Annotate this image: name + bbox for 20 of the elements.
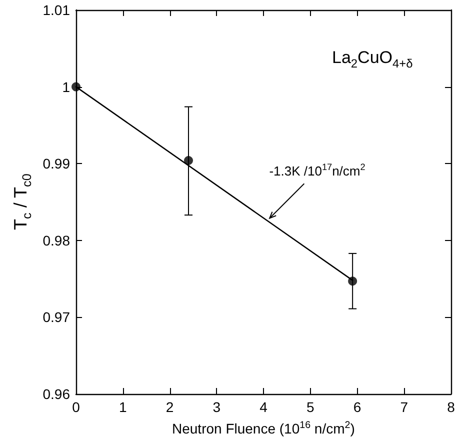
- y-tick-label: 0.97: [42, 309, 70, 326]
- x-tick-label: 2: [166, 399, 174, 415]
- y-tick-label: 1.01: [42, 2, 70, 18]
- point: [184, 156, 193, 166]
- y-tick-label: 0.98: [42, 232, 70, 248]
- x-tick-label: 8: [447, 399, 456, 415]
- x-tick-label: 6: [353, 399, 362, 415]
- x-tick-label: 7: [400, 399, 408, 415]
- x-tick-label: 3: [212, 399, 221, 415]
- y-tick-label: 1: [62, 78, 70, 95]
- x-tick-label: 1: [118, 399, 127, 415]
- point: [348, 276, 358, 286]
- x-tick-label: 0: [72, 399, 80, 415]
- x-axis-title: Neutron Fluence (10$^{16}$ n/cm$^{2}$): [172, 420, 355, 437]
- y-tick-label: 0.96: [42, 386, 70, 402]
- x-tick-label: 4: [260, 399, 268, 415]
- annotation: -1.3K /10$^{17}$n/cm$^{2}$: [269, 162, 366, 178]
- x-tick-label: 5: [306, 399, 314, 415]
- text: La$_{2}$CuO$_{4+δ}$: [332, 48, 413, 70]
- y-tick-label: 0.99: [42, 156, 70, 172]
